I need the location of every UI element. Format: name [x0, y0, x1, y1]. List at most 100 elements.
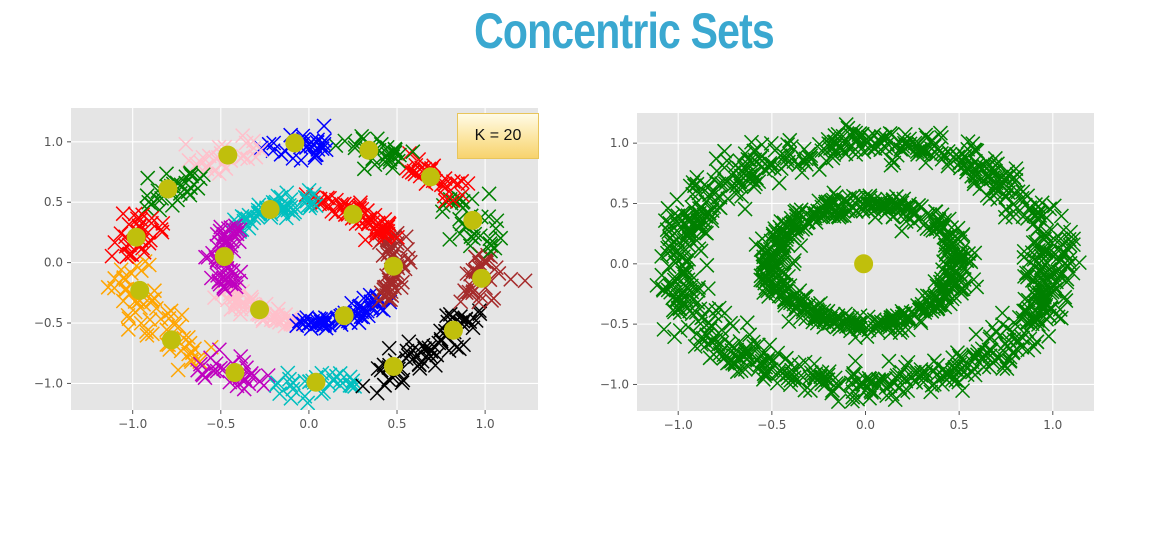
data-point-x-marker [783, 139, 799, 155]
y-tick-label: −1.0 [600, 377, 629, 391]
data-point-x-marker [877, 371, 893, 387]
data-point-x-marker [995, 175, 1011, 191]
data-point-x-marker [649, 277, 665, 293]
data-point-x-marker [404, 164, 420, 180]
data-point-x-marker [780, 137, 796, 153]
data-point-x-marker [716, 143, 733, 159]
data-point-x-marker [739, 315, 755, 331]
data-point-x-marker [719, 153, 735, 169]
data-point-x-marker [839, 312, 856, 328]
data-point-x-marker [405, 144, 421, 160]
data-point-x-marker [960, 141, 976, 157]
data-point-x-marker [924, 132, 940, 148]
data-point-x-marker [379, 139, 395, 155]
data-point-x-marker [303, 197, 319, 213]
data-point-x-marker [881, 200, 897, 216]
data-point-x-marker [956, 271, 972, 287]
data-point-x-marker [836, 192, 852, 208]
data-point-x-marker [1005, 209, 1021, 225]
centroid-marker [126, 227, 146, 247]
data-point-x-marker [464, 191, 480, 207]
data-point-x-marker [387, 144, 403, 160]
data-point-x-marker [942, 227, 958, 244]
data-point-x-marker [489, 213, 505, 229]
data-point-x-marker [811, 162, 827, 178]
data-point-x-marker [883, 314, 899, 330]
data-point-x-marker [765, 352, 782, 368]
data-point-x-marker [405, 342, 421, 358]
data-point-x-marker [155, 215, 171, 231]
data-point-x-marker [699, 257, 715, 273]
data-point-x-marker [265, 143, 281, 159]
data-point-x-marker [964, 364, 980, 380]
data-point-x-marker [702, 321, 718, 337]
data-point-x-marker [317, 132, 333, 148]
data-point-x-marker [355, 378, 371, 394]
data-point-x-marker [280, 365, 296, 381]
data-point-x-marker [442, 306, 458, 322]
y-tick-label: −0.5 [34, 316, 63, 330]
data-point-x-marker [763, 135, 779, 151]
data-point-x-marker [830, 394, 846, 410]
data-point-x-marker [1063, 224, 1079, 240]
data-point-x-marker [872, 317, 888, 333]
x-tick-label: 0.5 [387, 417, 406, 431]
data-point-x-marker [283, 310, 299, 326]
centroid-marker [130, 280, 150, 300]
data-point-x-marker [937, 288, 953, 304]
data-point-x-marker [437, 180, 453, 196]
data-point-x-marker [919, 130, 935, 146]
data-point-x-marker [367, 157, 383, 173]
data-point-x-marker [227, 218, 243, 234]
data-point-x-marker [784, 230, 800, 246]
data-point-x-marker [933, 129, 949, 145]
data-point-x-marker [754, 137, 770, 153]
data-point-x-marker [359, 203, 375, 219]
data-point-x-marker [955, 383, 971, 399]
y-tick-label: −1.0 [34, 376, 63, 390]
centroid-marker [854, 254, 874, 274]
data-point-x-marker [727, 355, 743, 371]
data-point-x-marker [805, 210, 821, 226]
data-point-x-marker [798, 311, 814, 327]
data-point-x-marker [680, 224, 696, 240]
data-point-x-marker [917, 144, 933, 160]
data-point-x-marker [273, 146, 289, 162]
data-point-x-marker [1000, 185, 1016, 201]
data-point-x-marker [415, 337, 431, 353]
data-point-x-marker [122, 246, 138, 262]
data-point-x-marker [870, 323, 886, 339]
data-point-x-marker [667, 329, 683, 345]
data-point-x-marker [847, 353, 863, 369]
data-point-x-marker [777, 297, 793, 313]
data-point-x-marker [211, 166, 227, 182]
data-point-x-marker [662, 216, 678, 232]
data-point-x-marker [1023, 314, 1039, 330]
data-point-x-marker [381, 240, 397, 256]
data-point-x-marker [180, 329, 196, 345]
data-point-x-marker [896, 313, 912, 329]
data-point-x-marker [682, 178, 698, 194]
x-tick-label: −0.5 [757, 418, 786, 432]
data-point-x-marker [253, 142, 269, 158]
data-point-x-marker [181, 152, 197, 168]
data-point-x-marker [982, 157, 998, 173]
data-point-x-marker [709, 190, 726, 206]
data-point-x-marker [739, 162, 755, 179]
data-point-x-marker [1025, 235, 1041, 251]
data-point-x-marker [886, 155, 902, 171]
data-point-x-marker [693, 243, 709, 259]
data-point-x-marker [743, 134, 760, 150]
data-point-x-marker [1057, 289, 1073, 305]
data-point-x-marker [190, 180, 206, 196]
data-point-x-marker [654, 248, 670, 264]
data-point-x-marker [377, 229, 393, 245]
data-point-x-marker [772, 148, 788, 164]
data-point-x-marker [775, 264, 791, 280]
data-point-x-marker [782, 377, 799, 393]
data-point-x-marker [706, 346, 722, 363]
data-point-x-marker [1057, 245, 1073, 261]
data-point-x-marker [477, 252, 493, 268]
data-point-x-marker [885, 308, 901, 324]
data-point-x-marker [118, 282, 134, 298]
